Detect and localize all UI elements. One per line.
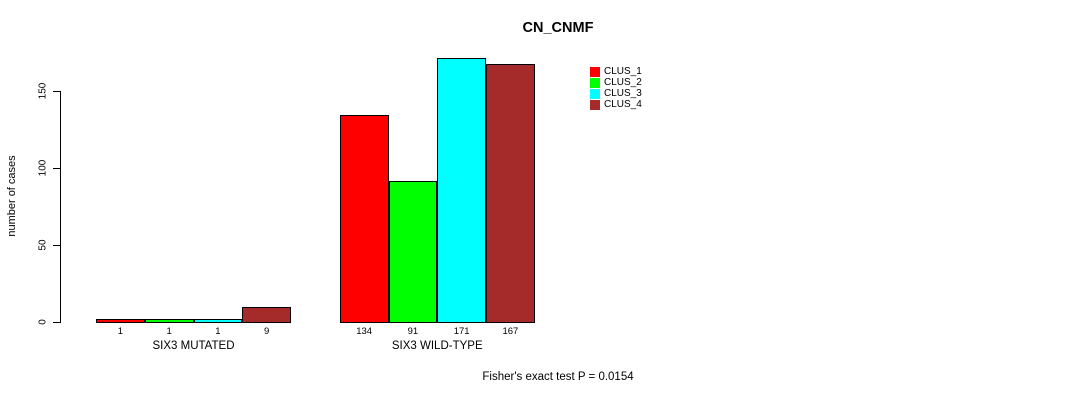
y-axis-tick-label: 100 — [37, 159, 49, 177]
bar-clus_2 — [388, 180, 438, 323]
y-axis-tick-label: 0 — [37, 319, 49, 325]
bar-clus_1 — [339, 114, 389, 323]
legend-item: CLUS_1 — [590, 66, 642, 77]
bar-clus_1 — [96, 319, 145, 323]
bar-value-label: 171 — [453, 326, 470, 337]
legend-label: CLUS_2 — [604, 77, 642, 88]
chart-title: CN_CNMF — [522, 20, 594, 36]
bar-value-label: 1 — [117, 326, 124, 337]
y-axis-tick — [53, 244, 60, 246]
y-axis-line — [60, 91, 61, 323]
legend: CLUS_1 CLUS_2 CLUS_3 CLUS_4 — [590, 66, 642, 110]
y-axis-tick — [53, 167, 60, 169]
bar-value-label: 9 — [263, 326, 270, 337]
bar-clus_2 — [144, 319, 194, 323]
group-label: SIX3 MUTATED — [152, 340, 235, 352]
bar-value-label: 134 — [356, 326, 373, 337]
bar-clus_3 — [193, 319, 243, 323]
y-axis-tick-label: 150 — [37, 82, 49, 100]
legend-label: CLUS_4 — [604, 99, 642, 110]
bar-value-label: 1 — [215, 326, 221, 337]
legend-label: CLUS_1 — [604, 66, 642, 77]
legend-swatch-clus_4 — [590, 99, 600, 110]
legend-item: CLUS_2 — [590, 77, 642, 88]
bar-value-label: 167 — [502, 326, 519, 337]
bar-value-label: 91 — [407, 326, 419, 337]
legend-swatch-clus_3 — [590, 88, 600, 99]
group-label: SIX3 WILD-TYPE — [391, 340, 483, 352]
legend-swatch-clus_2 — [590, 77, 600, 88]
legend-swatch-clus_1 — [590, 66, 600, 77]
y-axis-tick — [53, 321, 60, 323]
y-axis-tick — [53, 90, 60, 92]
bar-clus_3 — [437, 57, 486, 323]
legend-item: CLUS_3 — [590, 88, 642, 99]
legend-label: CLUS_3 — [604, 88, 642, 99]
legend-item: CLUS_4 — [590, 99, 642, 110]
annotation-text: Fisher's exact test P = 0.0154 — [482, 371, 634, 383]
bar-clus_4 — [242, 307, 291, 323]
bar-clus_4 — [486, 63, 535, 323]
y-axis-tick-label: 50 — [37, 239, 49, 251]
bar-value-label: 1 — [166, 326, 172, 337]
